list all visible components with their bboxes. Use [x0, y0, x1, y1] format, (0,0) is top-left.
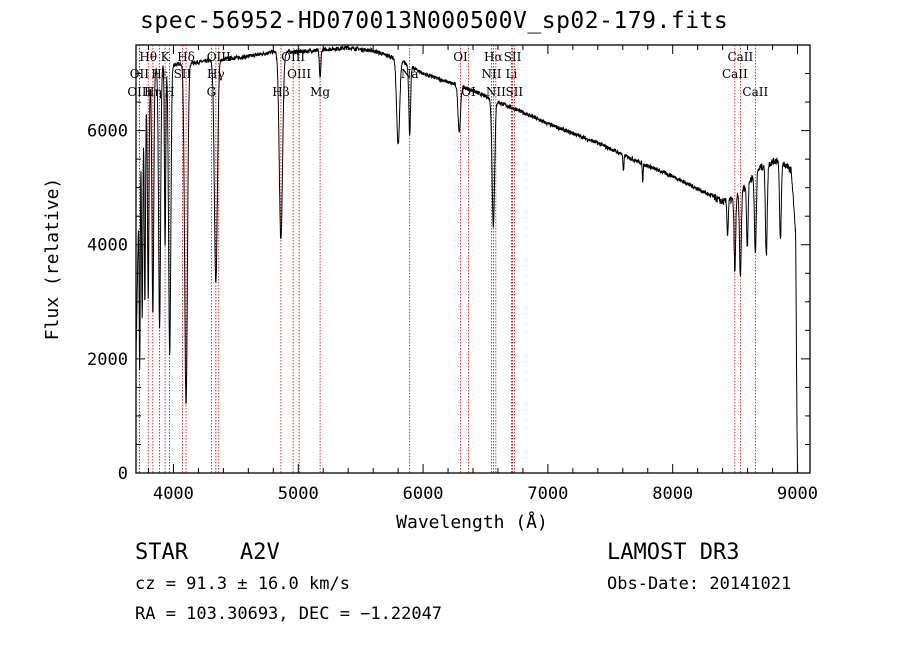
- spectrum-line: [135, 44, 798, 474]
- y-tick-label: 2000: [87, 350, 128, 370]
- x-tick-label: 6000: [403, 484, 444, 504]
- line-marker-label: Mg: [310, 85, 330, 99]
- line-marker-label: Hα: [484, 50, 503, 64]
- line-marker-label: OI: [453, 50, 468, 64]
- object-subclass: A2V: [240, 540, 280, 565]
- line-markers: [138, 45, 756, 473]
- line-marker-label: K: [161, 50, 171, 64]
- x-tick-label: 8000: [652, 484, 693, 504]
- survey-name: LAMOST DR3: [607, 540, 740, 565]
- line-marker-label: Hγ: [207, 67, 225, 81]
- y-tick-label: 4000: [87, 236, 128, 256]
- line-marker-label: H: [164, 85, 174, 99]
- object-class: STAR: [135, 540, 188, 565]
- line-marker-label: CaII: [722, 67, 748, 81]
- line-marker-label: Hδ: [177, 50, 195, 64]
- line-marker-label: CaII: [742, 85, 768, 99]
- x-tick-label: 5000: [278, 484, 319, 504]
- y-tick-label: 0: [118, 464, 128, 484]
- redshift-velocity: cz = 91.3 ± 16.0 km/s: [135, 574, 350, 594]
- plot-frame: [135, 44, 811, 474]
- line-marker-label: SII: [505, 85, 523, 99]
- x-tick-label: 7000: [527, 484, 568, 504]
- line-marker-label: SII: [504, 50, 522, 64]
- x-axis-label: Wavelength (Å): [396, 511, 548, 533]
- line-marker-label: G: [207, 85, 217, 99]
- chart-title: spec-56952-HD070013N000500V_sp02-179.fit…: [140, 8, 729, 34]
- x-axis-ticks: 4000 5000 6000 7000 8000 9000: [147, 45, 818, 504]
- x-tick-label: 4000: [153, 484, 194, 504]
- line-marker-label: Hθ: [139, 50, 157, 64]
- line-marker-label: CaII: [727, 50, 753, 64]
- line-marker-label: OIII: [127, 85, 151, 99]
- y-axis-label: Flux (relative): [42, 178, 63, 341]
- line-marker-label: Hβ: [272, 85, 289, 99]
- line-marker-label: OIII: [287, 67, 311, 81]
- line-marker-label: Hη: [144, 85, 162, 99]
- x-tick-label: 9000: [777, 484, 818, 504]
- line-marker-label: Hε: [151, 67, 168, 81]
- line-marker-label: Li: [506, 67, 518, 81]
- y-axis-ticks: 0 2000 4000 6000: [87, 73, 810, 484]
- observation-date: Obs-Date: 20141021: [607, 574, 792, 594]
- ra-dec-coordinates: RA = 103.30693, DEC = −1.22047: [135, 604, 443, 624]
- line-marker-label: NII: [486, 85, 506, 99]
- line-marker-label: OIII: [281, 50, 305, 64]
- y-tick-label: 6000: [87, 122, 128, 142]
- line-marker-label: NII: [481, 67, 501, 81]
